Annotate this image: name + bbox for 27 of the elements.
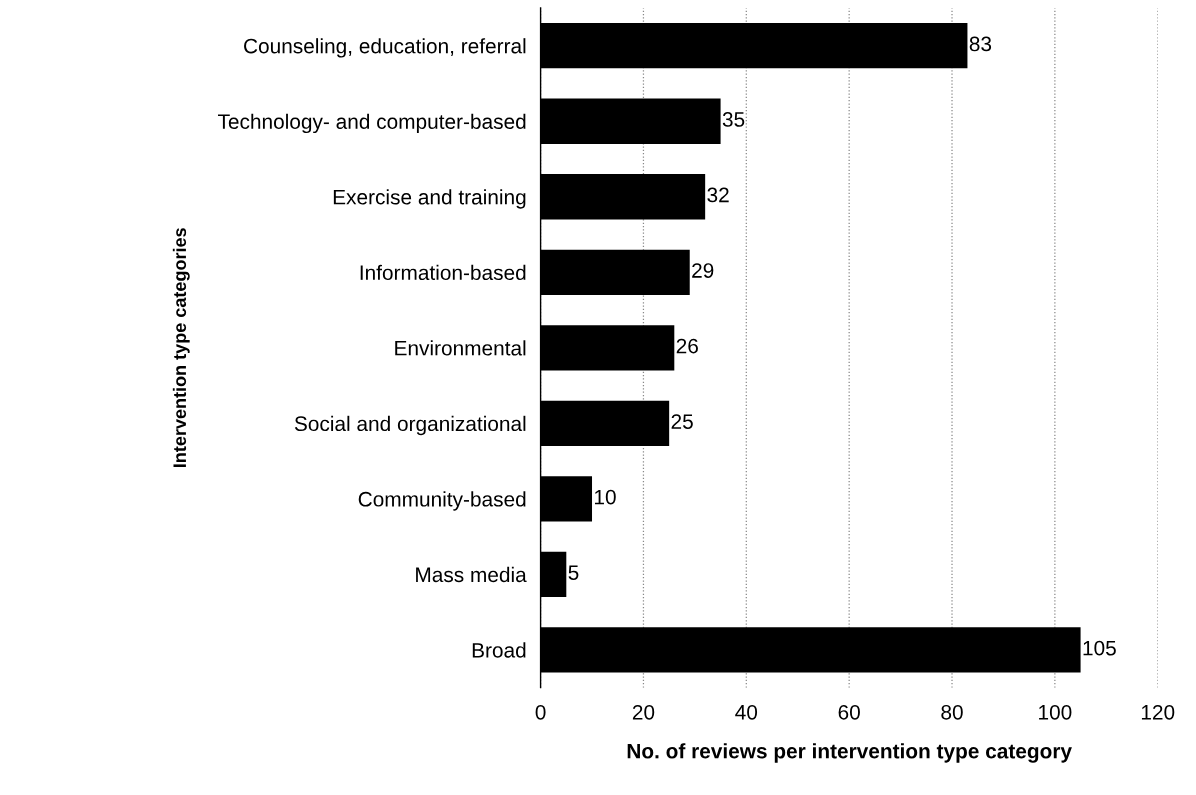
x-tick-label: 60 [838,704,860,720]
x-axis-title: No. of reviews per intervention type category [627,743,1072,763]
y-tick-label: Mass media [416,566,527,583]
y-tick-label: Environmental [395,340,526,356]
x-tick-label: 80 [941,704,963,720]
y-tick-label: Counseling, education, referral [244,38,526,58]
data-label: 32 [707,187,729,203]
y-tick-label: Broad [472,642,526,658]
x-tick-label: 0 [535,704,546,720]
data-label: 35 [722,112,745,127]
x-tick-label: 120 [1141,704,1175,720]
data-label: 29 [692,263,714,278]
data-label: 25 [671,414,693,429]
y-tick-label: Technology- and computer-based [217,113,526,134]
x-tick-label: 100 [1039,704,1072,720]
y-tick-label: Social and organizational [294,415,526,436]
y-tick-label: Community-based [358,491,526,511]
data-label: 10 [595,489,616,505]
x-tick-label: 40 [735,704,758,720]
y-axis-title: Intervention type categories [172,228,190,467]
x-tick-label: 20 [632,704,655,720]
data-label: 26 [676,338,698,354]
data-label: 83 [969,36,992,52]
y-tick-label: Information-based [360,264,526,281]
y-tick-label: Exercise and training [333,189,526,209]
data-label: 5 [568,565,579,580]
data-label: 105 [1083,640,1116,656]
